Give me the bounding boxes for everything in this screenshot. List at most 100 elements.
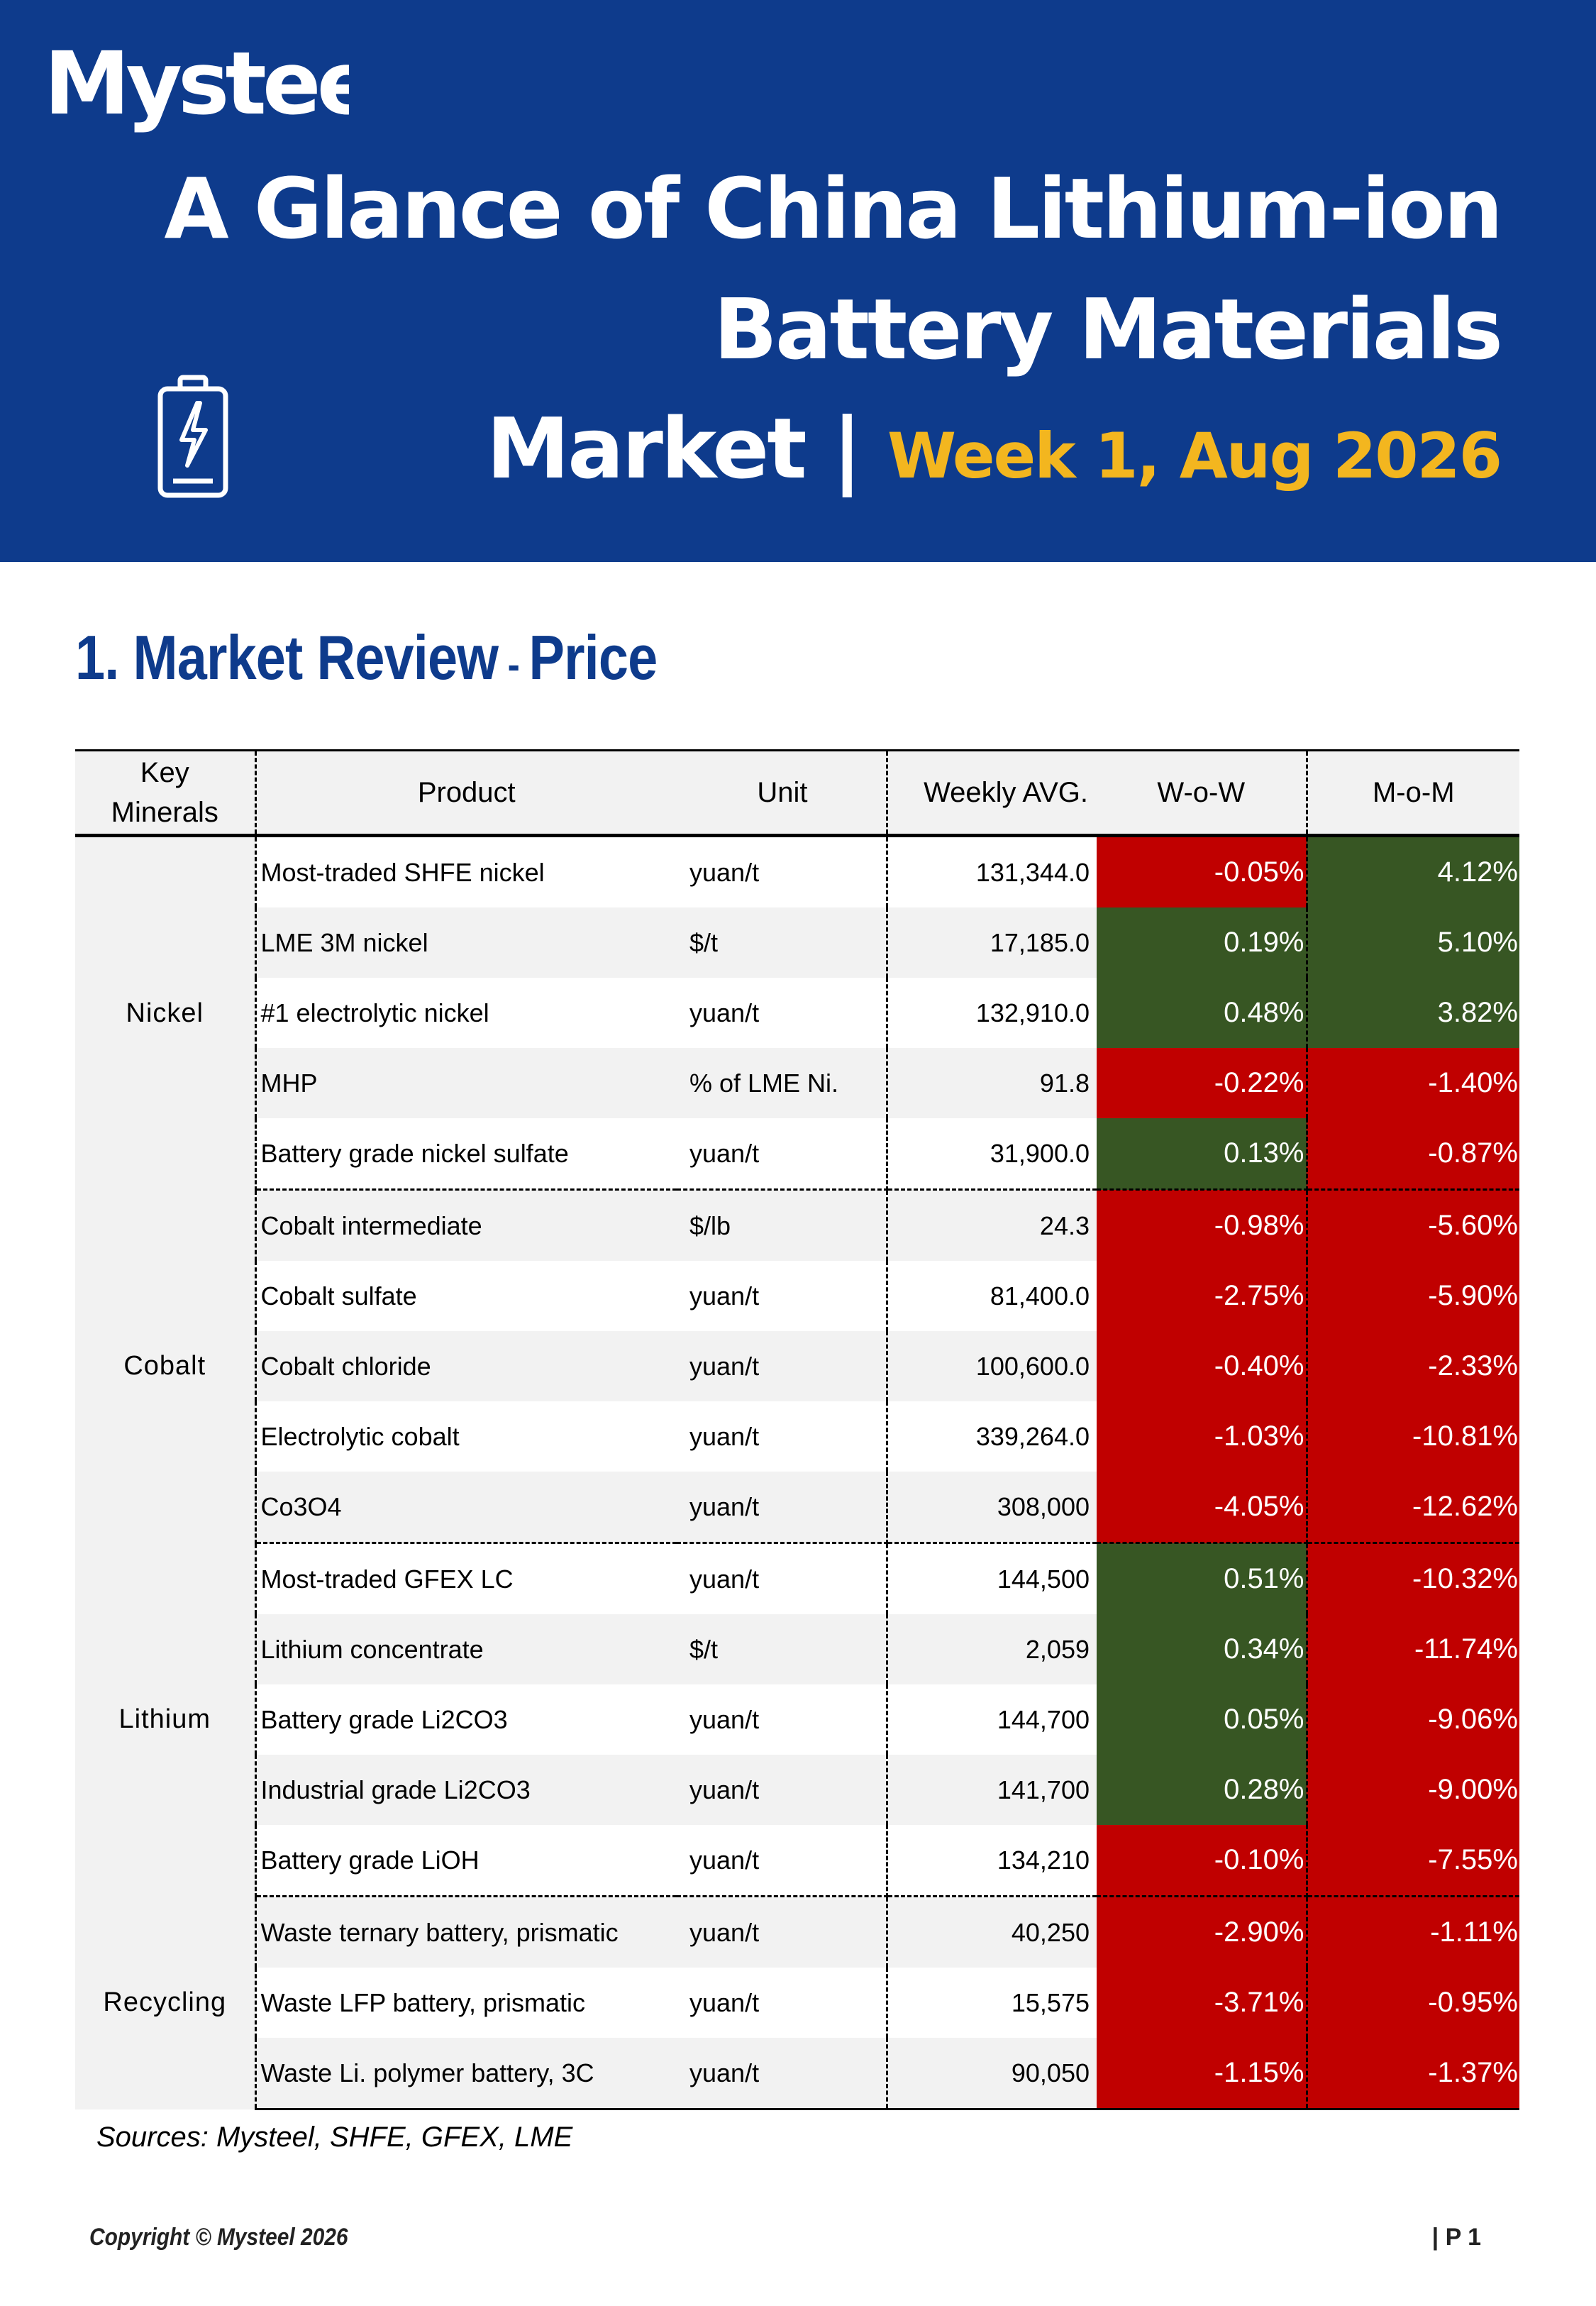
weekly-avg-cell: 40,250	[887, 1896, 1097, 1968]
mom-cell: -10.32%	[1307, 1543, 1519, 1614]
title-line-3: Market | Week 1, Aug 2026	[486, 399, 1502, 497]
wow-cell: -2.75%	[1097, 1261, 1308, 1331]
mineral-label: Lithium	[75, 1543, 257, 1897]
mom-cell: -1.37%	[1307, 2038, 1519, 2110]
header-key-minerals: Key Minerals	[75, 749, 257, 837]
table-row: Nickel Most-traded SHFE nickel yuan/t 131,3…	[75, 835, 1519, 1190]
product-cell: Cobalt chloride	[255, 1331, 677, 1401]
unit-cell: yuan/t	[677, 1684, 888, 1755]
table-row: Lithium Most-traded GFEX LC yuan/t 144,500 0…	[75, 1543, 1519, 1897]
mom-cell: -11.74%	[1307, 1614, 1519, 1684]
section-subtitle: Price	[528, 622, 658, 693]
table-row: MHP% of LME Ni. 91.8 -0.22% -1.40%	[75, 1048, 1519, 1118]
wow-cell: 0.05%	[1097, 1684, 1308, 1755]
table-row: Industrial grade Li2CO3 yuan/t 141,700 0.28…	[75, 1755, 1519, 1825]
table-row: Electrolytic cobalt yuan/t 339,264.0 -1.03%…	[75, 1401, 1519, 1472]
mineral-label: Recycling	[75, 1896, 257, 2109]
mineral-label: Cobalt	[75, 1189, 257, 1543]
weekly-avg-cell: 339,264.0	[975, 1421, 1090, 1451]
mom-cell: -2.33%	[1307, 1331, 1519, 1401]
mom-cell: 3.82%	[1307, 978, 1519, 1048]
wow-cell: -0.40%	[1097, 1331, 1308, 1401]
unit-cell: % of LME Ni.	[677, 1048, 888, 1118]
weekly-avg-cell: 144,500	[997, 1564, 1090, 1594]
mom-cell: -1.11%	[1307, 1896, 1519, 1968]
weekly-avg-cell: 308,000	[887, 1472, 1097, 1544]
unit-cell: yuan/t	[677, 1261, 888, 1331]
table-row: Lithium concentrate $/t 2,059 0.34% -11.74%	[75, 1614, 1519, 1684]
product-cell: Most-traded GFEX LC	[260, 1564, 514, 1594]
price-table: Key Minerals Product Unit Weekly AVG. W-o…	[75, 749, 1519, 2110]
mom-cell: -10.81%	[1307, 1401, 1519, 1472]
table-row: Battery grade nickel sulfate yuan/t 31,900…	[75, 1118, 1519, 1191]
header-mom: M-o-M	[1307, 749, 1519, 837]
mineral-label: Nickel	[75, 835, 257, 1190]
table-row: Cobalt chloride yuan/t 100,600.0 -0.40% -2.3…	[75, 1331, 1519, 1401]
sources-note: Sources: Mysteel, SHFE, GFEX, LME	[96, 2122, 573, 2153]
unit-cell: yuan/t	[677, 835, 888, 907]
wow-cell: -2.90%	[1097, 1896, 1308, 1968]
wow-cell: -1.03%	[1097, 1401, 1308, 1472]
weekly-avg-cell: 91.8	[887, 1048, 1097, 1118]
unit-cell: yuan/t	[677, 1472, 888, 1544]
product-cell: Cobalt sulfate	[260, 1281, 417, 1311]
weekly-avg-cell: 90,050	[887, 2038, 1097, 2110]
wow-cell: -0.10%	[1097, 1825, 1308, 1897]
header-unit: Unit	[677, 749, 888, 837]
product-cell: Lithium concentrate	[255, 1614, 677, 1684]
section-title-dash: -	[498, 641, 529, 688]
product-cell: Most-traded SHFE nickel	[260, 857, 545, 887]
product-cell: Co3O4	[255, 1472, 677, 1544]
table-row: Battery grade Li2CO3 yuan/t 144,700 0.05% -9…	[75, 1684, 1519, 1755]
page-number: | P 1	[1431, 2224, 1481, 2251]
table-row: Co3O4 yuan/t 308,000 -4.05% -12.62%	[75, 1472, 1519, 1544]
weekly-avg-cell: 17,185.0	[887, 907, 1097, 978]
product-cell: #1 electrolytic nickel	[260, 998, 489, 1027]
weekly-avg-cell: 24.3	[887, 1189, 1097, 1261]
header-minerals: Minerals	[111, 797, 218, 828]
unit-cell: $/lb	[677, 1189, 888, 1261]
table-row: Cobalt sulfate yuan/t 81,400.0 -2.75% -5.90%	[75, 1261, 1519, 1331]
wow-cell: 0.48%	[1097, 978, 1308, 1048]
wow-cell: -0.05%	[1097, 835, 1308, 907]
unit-cell: yuan/t	[677, 1755, 888, 1825]
logo-text: Mysteel	[44, 34, 349, 134]
wow-cell: 0.34%	[1097, 1614, 1308, 1684]
mom-cell: 4.12%	[1307, 835, 1519, 907]
mom-cell: -0.87%	[1307, 1118, 1519, 1191]
mom-cell: 5.10%	[1307, 907, 1519, 978]
mom-cell: -7.55%	[1307, 1825, 1519, 1897]
weekly-avg-cell: 144,700	[997, 1704, 1090, 1734]
product-cell: Battery grade LiOH	[255, 1825, 677, 1897]
title-line-2: Battery Materials	[713, 280, 1503, 378]
weekly-avg-cell: 132,910.0	[975, 998, 1090, 1027]
unit-cell: yuan/t	[677, 1968, 888, 2038]
wow-cell: 0.28%	[1097, 1755, 1308, 1825]
wow-cell: -0.98%	[1097, 1189, 1308, 1261]
weekly-avg-cell: 141,700	[887, 1755, 1097, 1825]
mysteel-logo: Mysteel	[44, 34, 349, 134]
mom-cell: -5.60%	[1307, 1189, 1519, 1261]
product-cell: Industrial grade Li2CO3	[255, 1755, 677, 1825]
mom-cell: -12.62%	[1307, 1472, 1519, 1544]
section-title: 1. Market Review - Price	[75, 622, 658, 694]
weekly-avg-cell: 2,059	[887, 1614, 1097, 1684]
mom-cell: -1.40%	[1307, 1048, 1519, 1118]
unit-cell: yuan/t	[677, 978, 888, 1048]
unit-cell: $/t	[677, 907, 888, 978]
wow-cell: 0.13%	[1097, 1118, 1308, 1191]
table-row: LME 3M nickel $/t 17,185.0 0.19% 5.10%	[75, 907, 1519, 978]
table-row: Recycling Waste ternary battery, prismati…	[75, 1896, 1519, 2109]
table-header-row: Key Minerals Product Unit Weekly AVG. W-o…	[75, 749, 1519, 837]
wow-cell: 0.51%	[1097, 1543, 1308, 1614]
weekly-avg-cell: 31,900.0	[887, 1118, 1097, 1191]
table-row: Waste LFP battery, prismatic yuan/t 15,575…	[75, 1968, 1519, 2038]
table-row: Cobalt Cobalt intermediate $/lb 24.3 -0.98% -…	[75, 1189, 1519, 1543]
mom-cell: -9.00%	[1307, 1755, 1519, 1825]
weekly-avg-cell: 131,344.0	[975, 857, 1090, 887]
header-key: Key	[140, 757, 189, 788]
unit-cell: $/t	[677, 1614, 888, 1684]
title-market: Market |	[486, 399, 863, 497]
section-title-text: 1. Market Review	[75, 622, 499, 693]
product-cell: Waste ternary battery, prismatic	[255, 1896, 677, 1968]
